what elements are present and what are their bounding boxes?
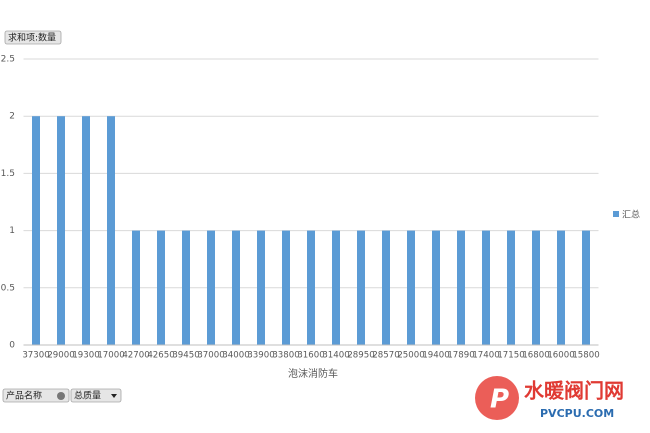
x-tick-label: 28570 bbox=[372, 351, 399, 361]
x-tick-label: 39450 bbox=[172, 351, 199, 361]
bar bbox=[432, 230, 440, 345]
bar bbox=[57, 116, 65, 345]
bar bbox=[32, 116, 40, 345]
bar bbox=[357, 230, 365, 345]
bar bbox=[107, 116, 115, 345]
bar bbox=[182, 230, 190, 345]
bar bbox=[332, 230, 340, 345]
bar bbox=[507, 230, 515, 345]
x-tick-label: 29000 bbox=[47, 351, 74, 361]
x-tick-label: 15800 bbox=[572, 351, 599, 361]
x-tick-label: 33800 bbox=[272, 351, 299, 361]
bar bbox=[457, 230, 465, 345]
y-tick-label: 2.5 bbox=[1, 55, 15, 65]
bar bbox=[557, 230, 565, 345]
x-tick-label: 17890 bbox=[447, 351, 474, 361]
axis-field-button[interactable] bbox=[2, 388, 70, 403]
watermark-url: PVCPU.COM bbox=[540, 407, 614, 420]
x-tick-label: 42700 bbox=[122, 351, 149, 361]
watermark-logo bbox=[475, 376, 519, 420]
bar bbox=[257, 230, 265, 345]
x-tick-label: 37300 bbox=[22, 351, 49, 361]
legend-label: 汇总 bbox=[622, 209, 640, 221]
bar bbox=[307, 230, 315, 345]
x-tick-label: 28950 bbox=[347, 351, 374, 361]
x-tick-label: 16800 bbox=[522, 351, 549, 361]
watermark-title: 水暖阀门网 bbox=[524, 379, 624, 403]
x-tick-label: 17150 bbox=[497, 351, 524, 361]
x-tick-label: 19300 bbox=[72, 351, 99, 361]
dropdown-arrow bbox=[111, 394, 117, 398]
axis-field-label: 产品名称 bbox=[6, 390, 42, 402]
x-axis-title: 泡沫消防车 bbox=[288, 367, 338, 380]
y-tick-label: 1 bbox=[9, 226, 15, 236]
bar bbox=[407, 230, 415, 345]
value-field-button[interactable] bbox=[4, 30, 62, 45]
x-tick-label: 42650 bbox=[147, 351, 174, 361]
bar bbox=[232, 230, 240, 345]
x-tick-label: 34000 bbox=[222, 351, 249, 361]
value-field-label: 求和项:数量 bbox=[8, 32, 56, 44]
legend-swatch bbox=[613, 211, 619, 217]
x-tick-label: 31400 bbox=[322, 351, 349, 361]
watermark-logo-letter: P bbox=[490, 385, 509, 415]
y-tick-label: 1.5 bbox=[1, 169, 15, 179]
x-tick-label: 31600 bbox=[297, 351, 324, 361]
bar bbox=[382, 230, 390, 345]
x-tick-label: 19400 bbox=[422, 351, 449, 361]
axis-field-label: 总质量 bbox=[74, 390, 101, 402]
bar bbox=[582, 230, 590, 345]
axis-field-button[interactable] bbox=[70, 388, 122, 403]
y-tick-label: 2 bbox=[9, 112, 15, 122]
x-tick-label: 25000 bbox=[397, 351, 424, 361]
x-tick-label: 37000 bbox=[197, 351, 224, 361]
bar bbox=[282, 230, 290, 345]
y-tick-label: 0 bbox=[9, 341, 15, 351]
x-tick-label: 17400 bbox=[472, 351, 499, 361]
bar bbox=[157, 230, 165, 345]
filter-icon bbox=[57, 392, 65, 400]
bar bbox=[532, 230, 540, 345]
x-tick-label: 16000 bbox=[547, 351, 574, 361]
bar bbox=[132, 230, 140, 345]
x-tick-label: 33900 bbox=[247, 351, 274, 361]
bar bbox=[482, 230, 490, 345]
y-tick-label: 0.5 bbox=[1, 283, 15, 293]
x-tick-label: 17000 bbox=[97, 351, 124, 361]
bar bbox=[82, 116, 90, 345]
bar bbox=[207, 230, 215, 345]
